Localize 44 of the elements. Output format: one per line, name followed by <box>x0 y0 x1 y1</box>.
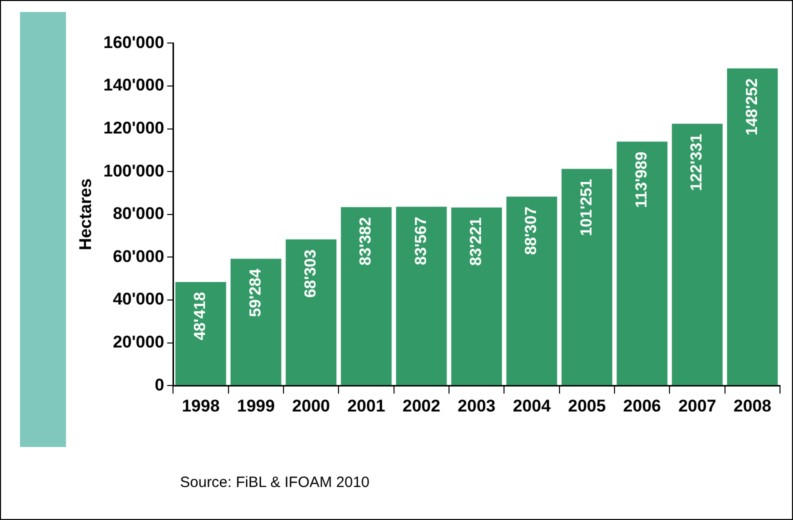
bar <box>672 124 723 386</box>
x-tick-label: 2006 <box>623 396 661 416</box>
data-label: 68'303 <box>302 249 320 298</box>
data-label: 48'418 <box>192 292 210 340</box>
bar <box>396 206 447 386</box>
data-label: 101'251 <box>578 178 596 236</box>
bar <box>230 258 282 386</box>
data-label: 59'284 <box>247 268 264 318</box>
y-tick-label: 20'000 <box>112 332 164 352</box>
y-tick-label: 140'000 <box>103 76 164 95</box>
x-tick-label: 2005 <box>568 396 606 416</box>
x-tick-label: 2003 <box>458 396 496 416</box>
bar <box>340 207 392 386</box>
y-tick-label: 40'000 <box>112 290 164 309</box>
data-label: 83'382 <box>358 217 375 266</box>
bar <box>175 282 226 386</box>
y-tick-label: 80'000 <box>112 204 164 224</box>
data-label: 83'221 <box>468 217 485 266</box>
y-tick-label: 0 <box>154 375 164 394</box>
data-label: 113'989 <box>633 152 650 208</box>
bar <box>451 208 502 386</box>
x-tick-label: 2007 <box>678 396 716 416</box>
x-tick-label: 2002 <box>402 396 440 416</box>
data-label: 83'567 <box>412 216 430 266</box>
bar <box>616 142 668 386</box>
data-label: 88'307 <box>523 206 540 255</box>
data-label: 122'331 <box>688 134 706 192</box>
x-tick-label: 1998 <box>182 396 220 416</box>
bar <box>286 239 336 386</box>
y-tick-label: 120'000 <box>103 118 164 138</box>
y-tick-label: 100'000 <box>103 161 164 180</box>
y-axis-title: Hectares <box>76 178 95 250</box>
y-tick-label: 160'000 <box>103 32 164 52</box>
bar <box>562 168 612 386</box>
bar <box>727 68 778 386</box>
x-tick-label: 2000 <box>292 396 330 416</box>
y-tick-label: 60'000 <box>112 246 164 266</box>
source-note: Source: FiBL & IFOAM 2010 <box>180 474 370 491</box>
x-tick-label: 2001 <box>347 396 386 416</box>
x-tick-label: 2008 <box>734 396 772 416</box>
bar <box>506 196 558 386</box>
x-tick-label: 2004 <box>512 396 552 416</box>
x-tick-label: 1999 <box>237 396 275 416</box>
data-label: 148'252 <box>744 78 761 136</box>
